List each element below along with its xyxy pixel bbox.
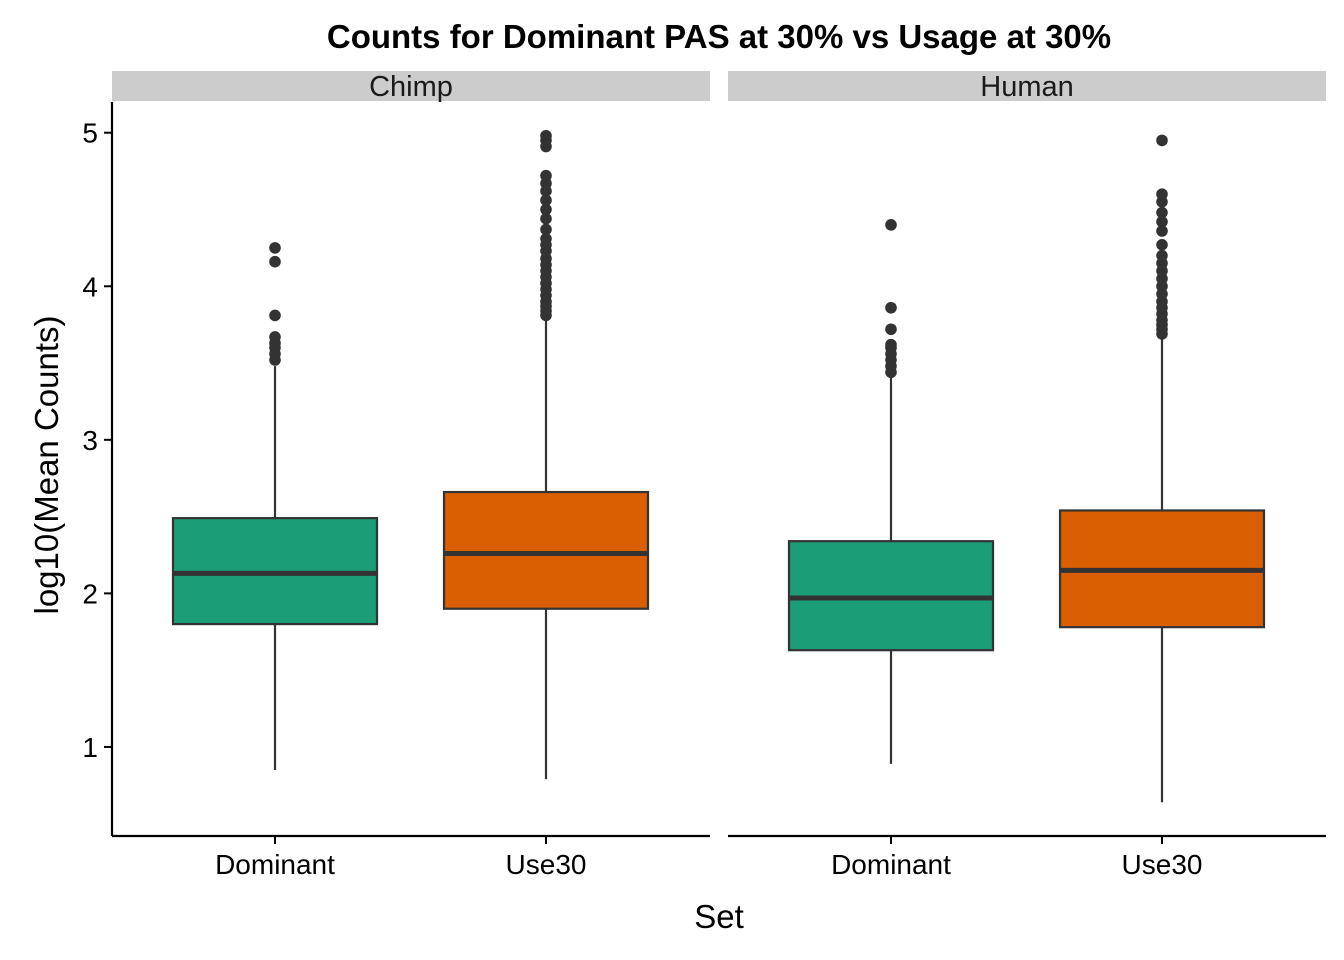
y-tick-label: 3	[82, 425, 98, 456]
facet-strip-label: Chimp	[369, 71, 453, 103]
facet-strip	[728, 71, 1326, 101]
outlier-point	[540, 232, 552, 245]
plot-area: 1 2 3 4 5 Chimp Dominant Use30 Human Dominant Use3…	[82, 71, 1326, 880]
facet-panel-chimp: Chimp Dominant Use30	[112, 71, 710, 880]
outlier-point	[885, 338, 897, 351]
x-tick-label: Dominant	[831, 849, 951, 880]
outlier-point	[269, 255, 281, 268]
facet-strip-label: Human	[980, 71, 1074, 103]
x-tick-label: Dominant	[215, 849, 335, 880]
outlier-point	[540, 223, 552, 236]
outlier-point	[540, 129, 552, 142]
y-tick-label: 4	[82, 271, 98, 302]
outlier-point	[1156, 239, 1168, 251]
outlier-point	[1156, 249, 1168, 262]
outlier-point	[540, 212, 552, 225]
box-use30	[1058, 134, 1266, 803]
facet-panel-human: Human Dominant Use30	[728, 71, 1326, 880]
y-tick-label: 1	[82, 732, 98, 763]
box-use30	[442, 129, 650, 780]
iqr-box	[442, 490, 650, 610]
outlier-point	[1156, 215, 1168, 228]
outlier-point	[1156, 134, 1168, 147]
box-dominant	[171, 242, 379, 770]
y-tick-label: 2	[82, 578, 98, 609]
outlier-point	[1156, 225, 1168, 237]
chart-title: Counts for Dominant PAS at 30% vs Usage …	[327, 18, 1111, 55]
x-tick-label: Use30	[1122, 849, 1203, 880]
y-axis-title: log10(Mean Counts)	[28, 316, 65, 615]
facet-strip	[112, 71, 710, 101]
outlier-point	[269, 309, 281, 322]
outlier-point	[540, 194, 552, 207]
outlier-point	[885, 323, 897, 336]
x-tick-label: Use30	[506, 849, 587, 880]
x-axis-title: Set	[694, 898, 744, 935]
y-tick-label: 5	[82, 118, 98, 149]
outlier-point	[269, 331, 281, 343]
outlier-point	[885, 219, 897, 231]
outlier-point	[540, 203, 552, 216]
outlier-point	[540, 169, 552, 182]
outlier-point	[885, 301, 897, 314]
box-dominant	[787, 219, 995, 764]
outlier-point	[1156, 206, 1168, 219]
outlier-point	[1156, 188, 1168, 200]
outlier-point	[269, 242, 281, 254]
